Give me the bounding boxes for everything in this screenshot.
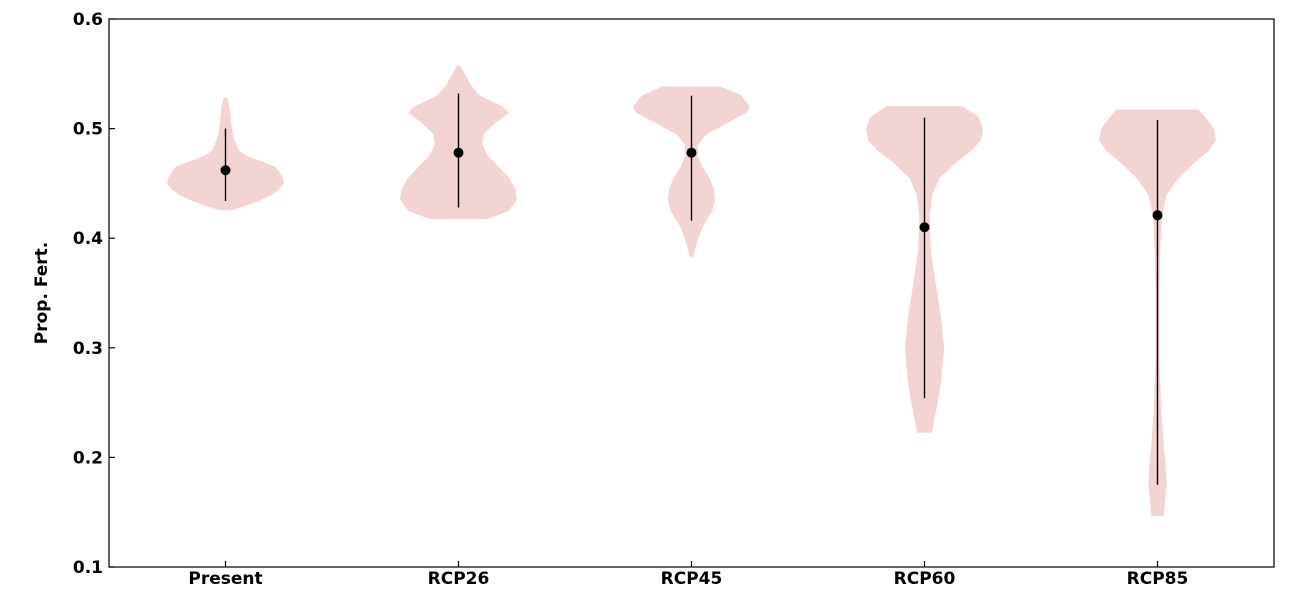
y-axis-title: Prop. Fert. <box>32 242 52 345</box>
y-tick-label: 0.5 <box>73 120 103 140</box>
medians-layer <box>220 147 1163 233</box>
y-tick-label: 0.2 <box>73 448 103 468</box>
x-tick-label: Present <box>188 569 262 589</box>
y-tick-label: 0.6 <box>73 10 103 30</box>
median-marker-rcp45 <box>686 147 697 158</box>
y-axis-ticks: 0.1 0.2 0.3 0.4 0.5 0.6 <box>73 10 115 578</box>
x-axis-ticks: Present RCP26 RCP45 RCP60 RCP85 <box>188 561 1188 589</box>
x-tick-label: RCP45 <box>661 569 723 589</box>
y-tick-label: 0.3 <box>73 339 103 359</box>
x-tick-label: RCP85 <box>1127 569 1189 589</box>
y-tick-label: 0.4 <box>73 229 103 249</box>
median-marker-rcp85 <box>1152 210 1163 221</box>
x-tick-label: RCP60 <box>894 569 956 589</box>
median-marker-rcp60 <box>919 222 930 233</box>
y-tick-label: 0.1 <box>73 558 103 578</box>
median-marker-rcp26 <box>453 147 464 158</box>
median-marker-present <box>220 165 231 176</box>
x-tick-label: RCP26 <box>428 569 490 589</box>
